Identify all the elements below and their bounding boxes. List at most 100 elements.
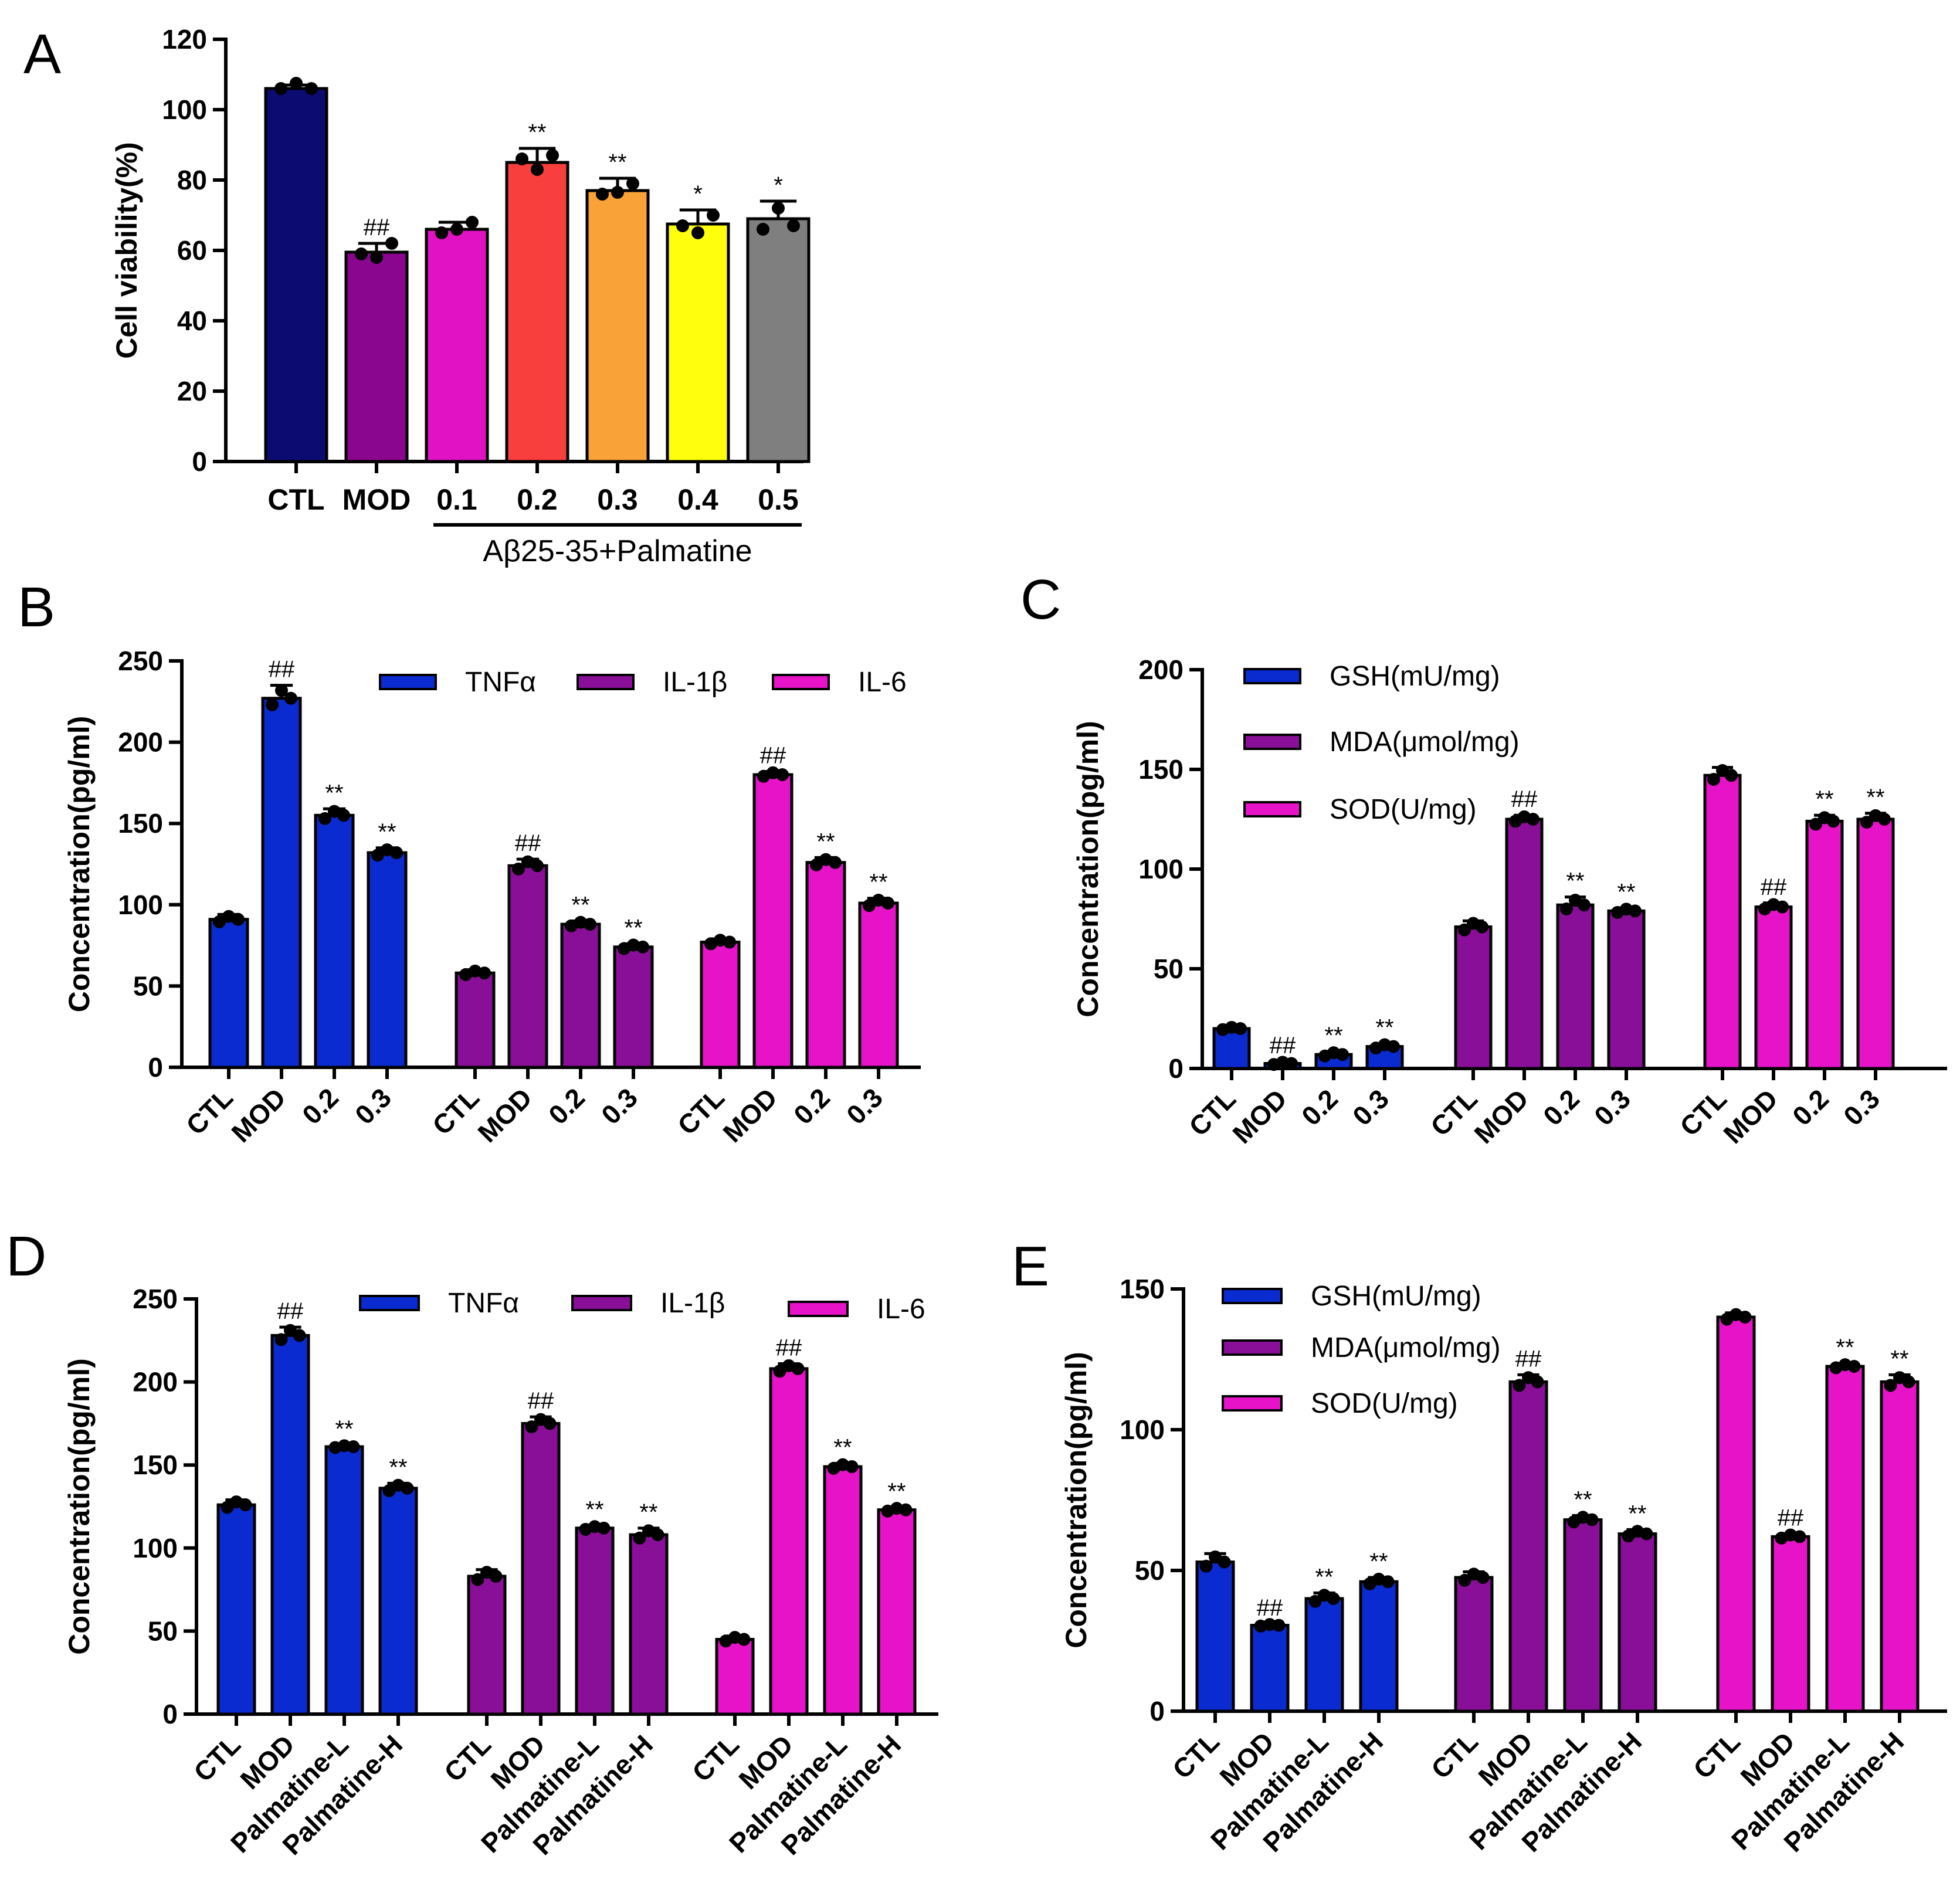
data-point	[525, 1420, 538, 1434]
legend-swatch	[772, 674, 830, 690]
significance-label: ##	[1511, 786, 1538, 812]
x-tick-label: MOD	[717, 1082, 783, 1148]
data-point	[651, 1528, 664, 1542]
bar	[1856, 817, 1895, 1070]
x-tick-label: 0.2	[1296, 1083, 1344, 1131]
legend-label: IL-1β	[660, 1288, 725, 1319]
legend-swatch	[1243, 734, 1301, 750]
data-point	[772, 202, 785, 215]
data-point	[737, 1633, 751, 1646]
y-tick-label: 100	[162, 94, 207, 125]
x-tick-label: 0.4	[677, 483, 718, 516]
bar	[1359, 1580, 1399, 1713]
bar	[261, 697, 302, 1069]
y-axis-label: Concentration(pg/ml)	[1071, 721, 1104, 1017]
legend-label: GSH(mU/mg)	[1311, 1281, 1481, 1312]
bar	[1195, 1560, 1235, 1713]
bar	[1607, 909, 1646, 1070]
data-point	[1847, 1360, 1861, 1373]
x-tick-label: 0.2	[788, 1082, 836, 1130]
significance-label: **	[624, 915, 642, 941]
significance-label: **	[335, 1416, 353, 1442]
bar	[715, 1638, 755, 1716]
x-tick-label: MOD	[1717, 1083, 1783, 1149]
panel-letter-E: E	[1012, 1235, 1049, 1298]
data-point	[531, 163, 544, 176]
significance-label: ##	[364, 215, 390, 240]
data-point	[1902, 1375, 1915, 1389]
significance-label: ##	[1778, 1505, 1804, 1531]
y-tick-label: 0	[192, 446, 207, 477]
bar	[264, 87, 328, 463]
significance-label: *	[693, 181, 703, 207]
significance-label: **	[389, 1454, 407, 1480]
x-tick-label: CTL	[180, 1082, 239, 1141]
y-tick-label: 50	[133, 971, 163, 1001]
bar	[805, 861, 846, 1069]
data-point	[845, 1460, 859, 1474]
bar	[575, 1526, 615, 1716]
x-tick-label: 0.2	[542, 1082, 591, 1130]
data-point	[266, 698, 279, 711]
data-point	[516, 152, 528, 165]
data-point	[1285, 1057, 1298, 1070]
data-point	[584, 918, 596, 931]
legend-swatch	[571, 1295, 632, 1311]
significance-label: **	[325, 780, 343, 806]
legend-label: IL-1β	[663, 667, 727, 698]
data-point	[232, 912, 245, 926]
bar	[270, 1334, 310, 1716]
significance-label: **	[571, 893, 589, 918]
y-axis-label: Concentration(pg/ml)	[63, 1358, 96, 1655]
data-point	[676, 219, 689, 232]
significance-label: **	[833, 1434, 852, 1460]
legend-swatch	[379, 674, 437, 690]
data-point	[318, 812, 331, 825]
legend-label: IL-6	[877, 1294, 925, 1325]
chart-panel-c: 050100150200Concentration(pg/ml)CTL##MOD…	[1071, 654, 1947, 1149]
data-point	[450, 223, 463, 236]
data-point	[1336, 1048, 1349, 1061]
bar	[823, 1465, 863, 1716]
data-point	[626, 177, 639, 190]
legend-swatch	[577, 674, 635, 690]
data-point	[1585, 1513, 1599, 1526]
bar	[1880, 1380, 1920, 1713]
data-point	[1458, 923, 1471, 937]
significance-label: ##	[515, 830, 541, 856]
data-point	[1860, 816, 1873, 829]
bar	[505, 161, 569, 463]
bar	[666, 222, 730, 463]
bar	[1250, 1624, 1290, 1713]
x-tick-label: MOD	[1226, 1083, 1293, 1149]
y-tick-label: 20	[177, 376, 207, 406]
data-point	[1476, 1571, 1490, 1584]
data-point	[611, 186, 624, 199]
bar	[1825, 1365, 1865, 1713]
legend-label: MDA(μmol/mg)	[1311, 1332, 1501, 1363]
legend-label: MDA(μmol/mg)	[1330, 727, 1520, 758]
x-tick-label: CTL	[1425, 1726, 1484, 1784]
data-point	[239, 1498, 252, 1512]
x-tick-label: 0.2	[1537, 1083, 1585, 1131]
data-point	[791, 1362, 805, 1375]
data-point	[1458, 1573, 1471, 1587]
x-tick-label: CTL	[426, 1082, 485, 1141]
significance-label: **	[887, 1478, 906, 1504]
data-point	[1827, 815, 1840, 828]
bar	[1454, 925, 1493, 1070]
x-tick-label: 0.3	[1837, 1083, 1886, 1131]
data-point	[305, 82, 318, 95]
legend-label: TNFα	[465, 667, 536, 698]
significance-label: **	[585, 1497, 603, 1523]
significance-label: **	[1890, 1346, 1908, 1372]
y-tick-label: 0	[1149, 1696, 1165, 1726]
data-point	[355, 247, 368, 260]
data-point	[723, 935, 736, 949]
bar	[769, 1367, 809, 1716]
bar	[1454, 1576, 1494, 1713]
data-point	[1793, 1530, 1806, 1543]
y-tick-label: 100	[118, 890, 163, 920]
bar	[208, 918, 249, 1069]
data-point	[596, 188, 609, 201]
